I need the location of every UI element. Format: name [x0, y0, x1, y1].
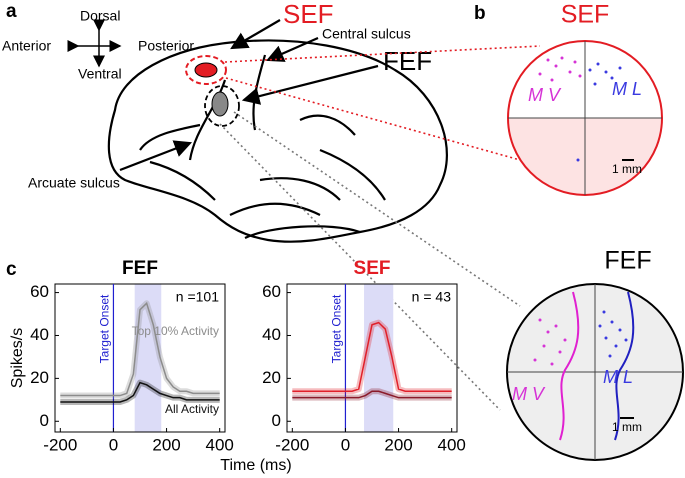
event-label: Target Onset — [330, 294, 344, 363]
inset-title: SEF — [561, 1, 610, 29]
panel-label: b — [474, 3, 486, 24]
legend-label: All Activity — [165, 402, 219, 416]
x-axis-label: Time (ms) — [220, 457, 291, 474]
event-label: Target Onset — [98, 294, 112, 363]
fef-inset — [506, 283, 684, 461]
y-tick-label: 40 — [262, 325, 281, 344]
x-tick-label: -200 — [43, 435, 77, 454]
sef-label: SEF — [283, 0, 334, 29]
n-label: n = 43 — [412, 289, 452, 305]
panel-label: c — [6, 259, 17, 280]
x-tick-label: 400 — [438, 435, 466, 454]
chart-title: SEF — [354, 258, 391, 279]
ml-label: M L — [603, 367, 633, 387]
inset-title: FEF — [604, 247, 651, 275]
fef-label: FEF — [383, 46, 432, 76]
sef-inset — [507, 40, 663, 196]
series-line — [292, 321, 452, 392]
panel-label: a — [6, 1, 17, 22]
dorsal-label: Dorsal — [80, 8, 120, 24]
arrows — [119, 19, 379, 172]
x-tick-label: 0 — [109, 435, 118, 454]
fef-area — [211, 91, 229, 117]
y-tick-label: 0 — [40, 411, 49, 430]
highlight — [364, 284, 394, 432]
y-tick-label: 60 — [30, 282, 49, 301]
brain-outline — [107, 39, 448, 243]
n-label: n =101 — [176, 289, 219, 305]
ventral-label: Ventral — [78, 66, 122, 82]
plot-frame — [286, 283, 458, 433]
x-tick-label: -200 — [275, 435, 309, 454]
connector — [219, 45, 541, 411]
fef-ring — [204, 85, 240, 127]
legend-label: Top 10% Activity — [132, 324, 219, 338]
y-tick-label: 40 — [30, 325, 49, 344]
scale-label: 1 mm — [612, 420, 642, 434]
ml-label: M L — [612, 79, 642, 99]
scale-label: 1 mm — [612, 162, 642, 176]
x-tick-label: 200 — [384, 435, 412, 454]
posterior-label: Posterior — [138, 38, 194, 54]
compass — [67, 19, 122, 68]
sef-area — [194, 62, 218, 78]
mv-label: M V — [528, 85, 562, 105]
series-line — [292, 390, 452, 399]
anterior-label: Anterior — [2, 38, 51, 54]
y-tick-label: 60 — [262, 282, 281, 301]
series-line — [60, 301, 220, 397]
x-tick-label: 400 — [206, 435, 234, 454]
y-tick-label: 0 — [272, 411, 281, 430]
y-axis-label: Spikes/s — [9, 328, 26, 388]
x-tick-label: 0 — [341, 435, 350, 454]
series-line — [60, 381, 220, 403]
y-tick-label: 20 — [262, 368, 281, 387]
mv-label: M V — [512, 384, 546, 404]
arcuate-sulcus-label: Arcuate sulcus — [28, 175, 120, 191]
plot-frame — [54, 283, 226, 433]
chart-title: FEF — [122, 258, 158, 279]
sef-ring — [185, 55, 227, 85]
x-tick-label: 200 — [152, 435, 180, 454]
central-sulcus-label: Central sulcus — [322, 26, 411, 42]
y-tick-label: 20 — [30, 368, 49, 387]
